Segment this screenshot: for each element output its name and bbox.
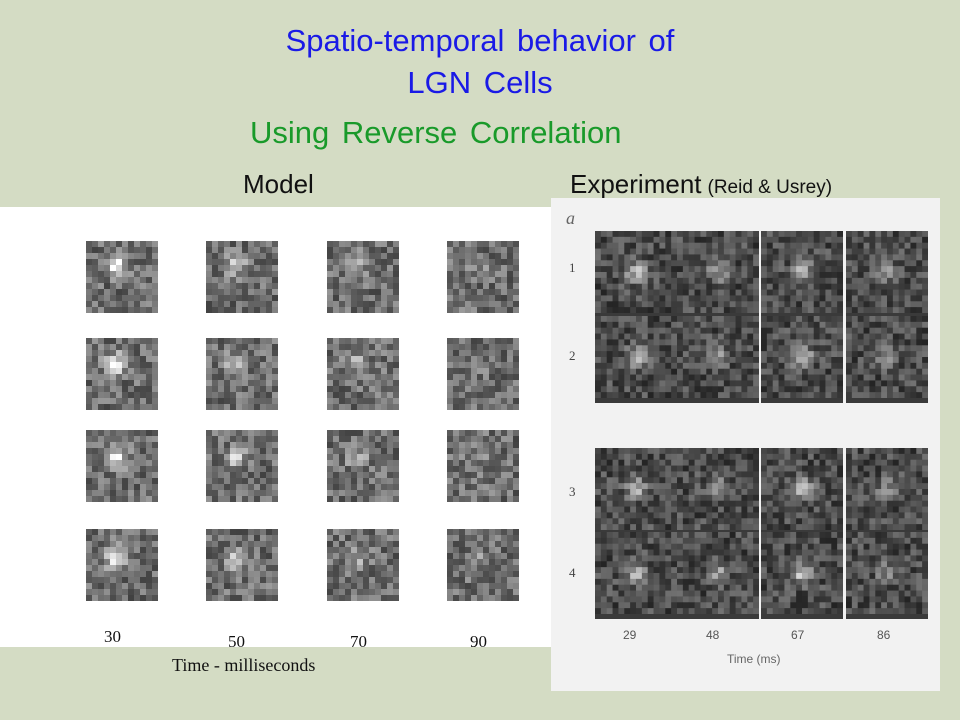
model-receptive-field-tile <box>447 241 520 318</box>
experiment-receptive-field-tile <box>761 448 844 535</box>
model-receptive-field-tile <box>206 529 279 606</box>
model-receptive-field-tile <box>327 430 400 507</box>
experiment-figure: a 1 2 3 4 29 48 67 86 Time (ms) <box>551 198 940 691</box>
experiment-receptive-field-tile <box>595 532 678 619</box>
experiment-receptive-field-tile <box>846 448 929 535</box>
experiment-receptive-field-tile <box>677 231 760 318</box>
model-receptive-field-tile <box>447 338 520 415</box>
model-receptive-field-tile <box>327 241 400 318</box>
subtitle: Using Reverse Correlation <box>250 115 622 150</box>
model-receptive-field-tile <box>86 430 159 507</box>
experiment-receptive-field-tile <box>846 532 929 619</box>
model-time-label-70: 70 <box>350 632 367 651</box>
title-line-1: Spatio-temporal behavior of <box>285 23 675 58</box>
experiment-time-label-67: 67 <box>791 628 805 642</box>
experiment-row-label-3: 3 <box>569 484 576 499</box>
model-axis-label: Time - milliseconds <box>172 655 316 675</box>
model-receptive-field-tile <box>206 338 279 415</box>
experiment-receptive-field-tile <box>677 448 760 535</box>
experiment-receptive-field-tile <box>761 231 844 318</box>
model-heading: Model <box>243 169 314 199</box>
experiment-row-label-1: 1 <box>569 260 576 275</box>
experiment-row-label-4: 4 <box>569 565 576 580</box>
model-receptive-field-tile <box>86 338 159 415</box>
model-receptive-field-tile <box>327 529 400 606</box>
experiment-time-label-48: 48 <box>706 628 720 642</box>
experiment-heading: Experiment <box>570 169 702 199</box>
experiment-panel-letter: a <box>566 208 575 228</box>
model-receptive-field-tile <box>86 241 159 318</box>
model-receptive-field-tile <box>206 241 279 318</box>
experiment-receptive-field-tile <box>677 316 760 403</box>
experiment-row-label-2: 2 <box>569 348 576 363</box>
model-time-label-90: 90 <box>470 632 487 651</box>
experiment-receptive-field-tile <box>846 231 929 318</box>
title-line-2: LGN Cells <box>407 65 553 100</box>
experiment-axis-label: Time (ms) <box>727 652 781 666</box>
experiment-receptive-field-tile <box>595 448 678 535</box>
model-receptive-field-tile <box>206 430 279 507</box>
model-panel: 30 50 70 90 <box>0 207 552 651</box>
model-receptive-field-tile <box>447 430 520 507</box>
experiment-time-label-29: 29 <box>623 628 637 642</box>
experiment-receptive-field-tile <box>846 316 929 403</box>
experiment-citation: (Reid & Usrey) <box>707 177 833 198</box>
experiment-heading-group: Experiment (Reid & Usrey) <box>570 169 832 200</box>
model-receptive-field-tile <box>86 529 159 606</box>
experiment-time-label-86: 86 <box>877 628 891 642</box>
model-receptive-field-tile <box>327 338 400 415</box>
model-time-label-30: 30 <box>104 627 121 646</box>
experiment-receptive-field-tile <box>677 532 760 619</box>
experiment-receptive-field-tile <box>595 316 678 403</box>
experiment-receptive-field-tile <box>595 231 678 318</box>
experiment-receptive-field-tile <box>761 316 844 403</box>
experiment-receptive-field-tile <box>761 532 844 619</box>
model-receptive-field-tile <box>447 529 520 606</box>
model-time-label-50: 50 <box>228 632 245 651</box>
